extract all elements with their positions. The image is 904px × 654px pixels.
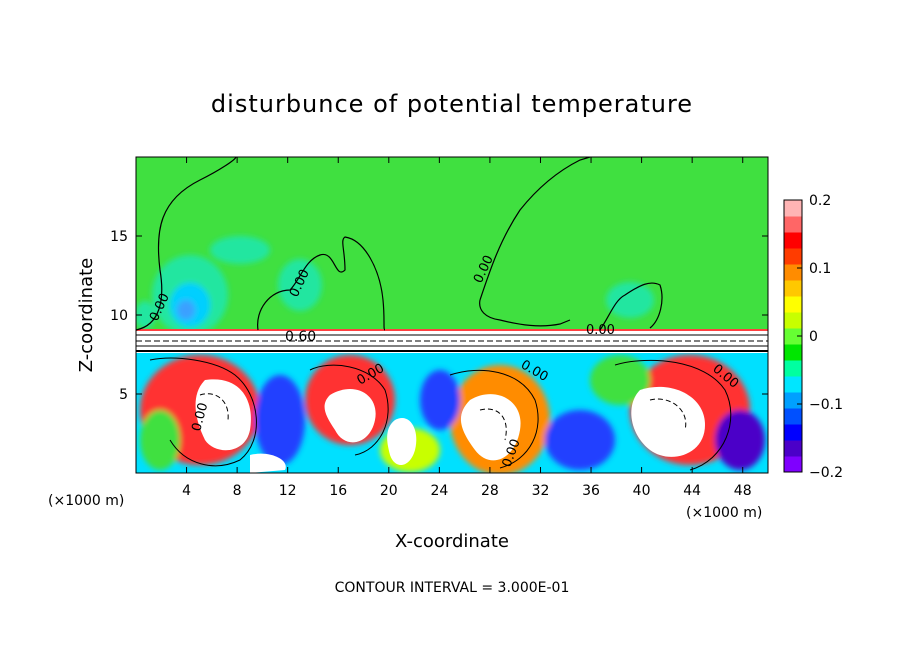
y-axis-title: Z-coordinate [76,258,97,373]
colorbar-band [784,328,802,345]
x-tick-label: 16 [329,483,347,499]
y-tick-label: 10 [110,308,128,324]
colorbar-band [784,280,802,297]
colorbar-band [784,392,802,409]
plot-area [136,157,768,473]
colorbar-band [784,264,802,281]
x-tick-label: 20 [380,483,398,499]
colorbar-band [784,376,802,393]
colorbar-band [784,456,802,473]
colorbar-tick-label: 0 [809,329,818,345]
colorbar-tick-label: 0.2 [809,193,831,209]
colorbar-band [784,408,802,425]
colorbar [784,200,802,473]
y-tick-label: 5 [119,387,128,403]
x-tick-label: 40 [633,483,651,499]
colorbar-band [784,248,802,265]
y-tick-label: 15 [110,229,128,245]
colorbar-band [784,440,802,457]
x-tick-label: 12 [279,483,297,499]
x-tick-label: 48 [734,483,752,499]
colorbar-band [784,216,802,233]
x-axis: 4 8 12 16 20 24 28 32 36 40 44 48 [182,157,752,499]
contour-label: 0.60 [285,329,316,345]
contour-interval-note: CONTOUR INTERVAL = 3.000E-01 [335,580,570,596]
chart-title: disturbunce of potential temperature [211,90,693,118]
colorbar-band [784,200,802,217]
x-tick-label: 44 [683,483,701,499]
colorbar-ticks: 0.2 0.1 0 −0.1 −0.2 [797,193,843,481]
x-tick-label: 24 [430,483,448,499]
x-tick-label: 8 [233,483,242,499]
colorbar-tick-label: 0.1 [809,261,831,277]
colorbar-band [784,424,802,441]
colorbar-tick-label: −0.1 [809,397,843,413]
x-tick-label: 32 [532,483,550,499]
contour-label: 0.00 [586,323,615,338]
y-axis: 5 10 15 [110,229,768,403]
x-tick-label: 28 [481,483,499,499]
colorbar-tick-label: −0.2 [809,465,843,481]
colorbar-band [784,344,802,361]
colorbar-band [784,360,802,377]
x-unit-label: (×1000 m) [686,505,762,521]
z-unit-label: (×1000 m) [48,493,124,509]
x-tick-label: 36 [582,483,600,499]
colorbar-band [784,296,802,313]
colorbar-band [784,232,802,249]
x-tick-label: 4 [182,483,191,499]
colorbar-band [784,312,802,329]
contour-label: 0.00 [189,401,211,433]
x-axis-title: X-coordinate [395,531,509,552]
